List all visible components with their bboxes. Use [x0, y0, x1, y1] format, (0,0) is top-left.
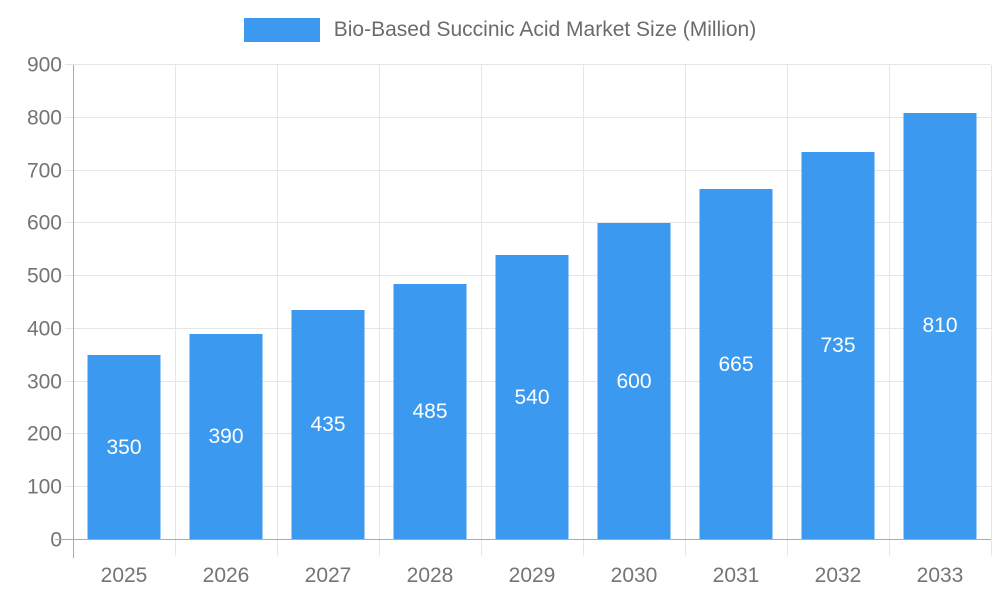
x-axis-tick-label: 2032: [814, 564, 862, 587]
categories: 350 2025 390 2026 435 2027 485 2028 540 2029 600 20…: [73, 65, 991, 587]
y-axis-tick-label: 800: [26, 106, 62, 130]
category-cell: 390 2026: [175, 65, 277, 587]
bar[interactable]: 390: [189, 334, 263, 540]
x-axis-tick-label: 2029: [508, 564, 556, 587]
y-axis-tick-label: 300: [26, 370, 62, 394]
category-cell: 435 2027: [277, 65, 379, 587]
bar-value-label: 350: [106, 435, 142, 459]
h-gridline: [65, 116, 991, 118]
bar-value-label: 665: [718, 352, 754, 376]
bar[interactable]: 735: [801, 152, 875, 540]
y-axis-tick-label: 500: [26, 264, 62, 288]
bar-value-label: 540: [514, 385, 550, 409]
y-axis-tick-label: 100: [26, 475, 62, 499]
x-axis-tick-label: 2026: [202, 564, 250, 587]
bar[interactable]: 540: [495, 255, 569, 540]
y-axis-line: [73, 65, 74, 558]
plot-area: 350 2025 390 2026 435 2027 485 2028 540 2029 600 20…: [27, 55, 992, 587]
bar[interactable]: 435: [291, 310, 365, 540]
x-axis-tick-label: 2031: [712, 564, 760, 587]
v-gridline: [787, 65, 788, 556]
legend-item[interactable]: Bio-Based Succinic Acid Market Size (Mil…: [243, 18, 757, 42]
y-axis-tick-label: 700: [26, 159, 62, 183]
y-axis-tick-label: 400: [26, 317, 62, 341]
category-cell: 350 2025: [73, 65, 175, 587]
h-gridline: [65, 169, 991, 171]
bar[interactable]: 600: [597, 223, 671, 540]
legend-label: Bio-Based Succinic Acid Market Size (Mil…: [333, 18, 757, 41]
bar[interactable]: 485: [393, 284, 467, 540]
x-axis-tick-label: 2025: [100, 564, 148, 587]
v-gridline: [991, 65, 992, 556]
category-cell: 665 2031: [685, 65, 787, 587]
category-cell: 485 2028: [379, 65, 481, 587]
v-gridline: [889, 65, 890, 556]
bar-value-label: 735: [820, 334, 856, 358]
h-gridline: [65, 222, 991, 224]
legend-swatch-icon: [243, 18, 320, 42]
bar-value-label: 810: [922, 314, 958, 338]
x-axis-tick-label: 2030: [610, 564, 658, 587]
bar-value-label: 390: [208, 425, 244, 449]
v-gridline: [175, 65, 176, 556]
x-axis-tick-label: 2033: [916, 564, 964, 587]
h-gridline: [65, 64, 991, 65]
category-cell: 600 2030: [583, 65, 685, 587]
y-axis-tick-label: 900: [26, 53, 62, 77]
legend: Bio-Based Succinic Acid Market Size (Mil…: [0, 18, 1000, 42]
bar[interactable]: 810: [903, 112, 977, 540]
v-gridline: [378, 65, 380, 556]
bar-value-label: 435: [310, 413, 346, 437]
category-cell: 810 2033: [889, 65, 991, 587]
category-cell: 735 2032: [787, 65, 889, 587]
bar-value-label: 485: [412, 400, 448, 424]
y-axis-tick-label: 0: [50, 528, 62, 552]
category-cell: 540 2029: [481, 65, 583, 587]
y-axis-tick-label: 200: [26, 422, 62, 446]
y-axis-tick-label: 600: [26, 211, 62, 235]
v-gridline: [583, 65, 584, 556]
bar[interactable]: 350: [87, 355, 161, 540]
v-gridline: [277, 65, 278, 556]
x-axis-line: [55, 539, 991, 540]
v-gridline: [684, 65, 686, 556]
x-axis-tick-label: 2028: [406, 564, 454, 587]
bar[interactable]: 665: [699, 189, 773, 540]
bar-value-label: 600: [616, 369, 652, 393]
v-gridline: [481, 65, 482, 556]
x-axis-tick-label: 2027: [304, 564, 352, 587]
